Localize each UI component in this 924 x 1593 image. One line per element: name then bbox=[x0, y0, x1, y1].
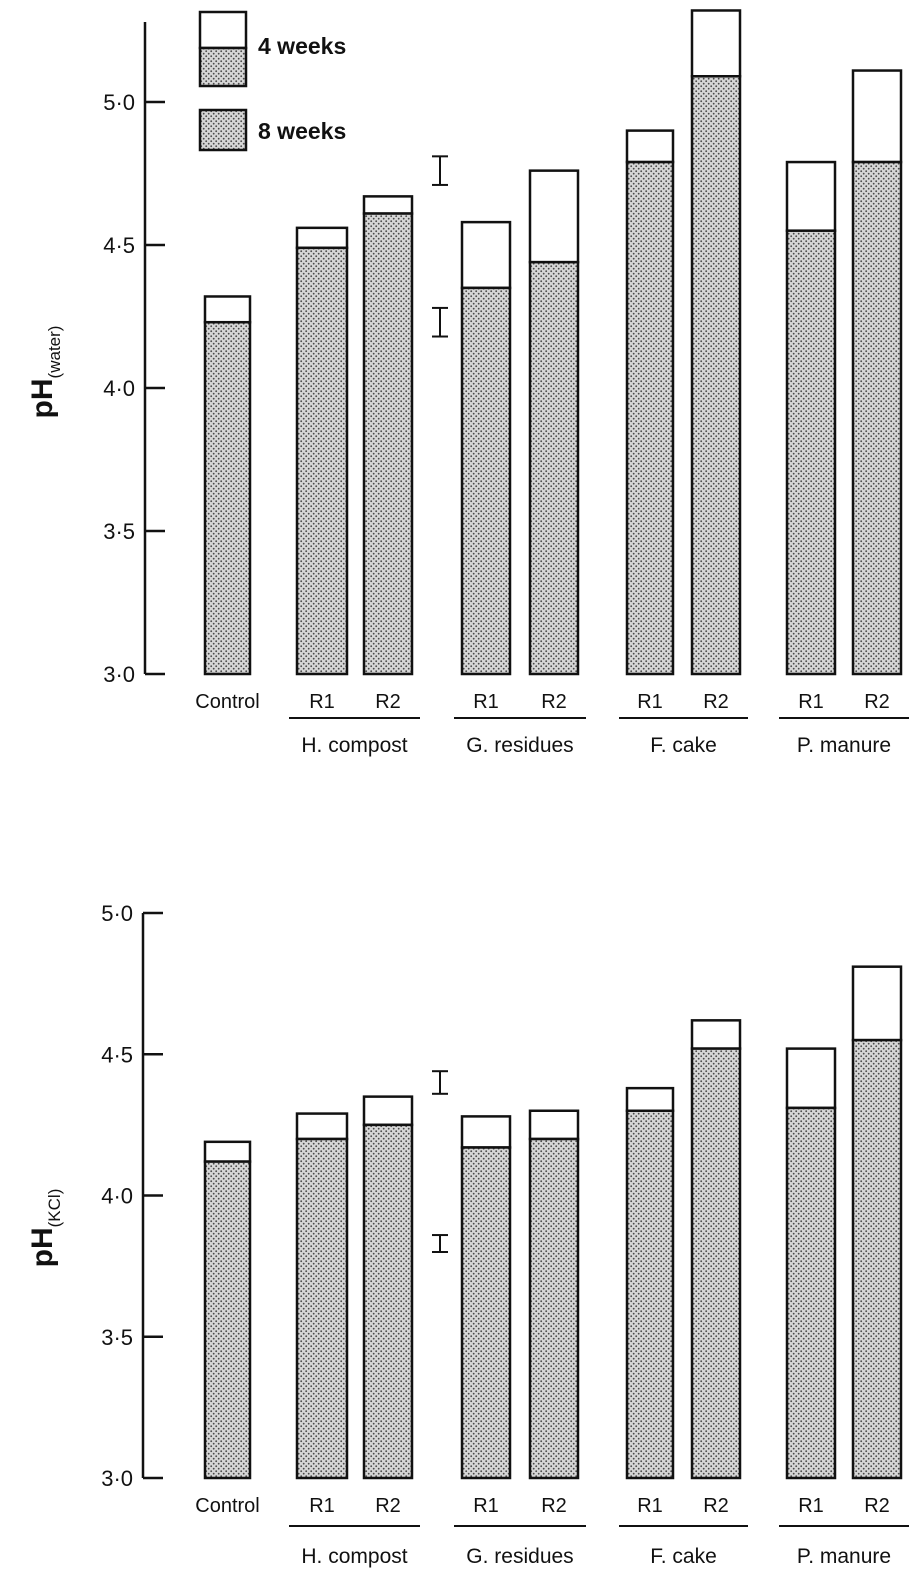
y-tick-label: 4·0 bbox=[101, 1184, 133, 1209]
bar-8-weeks bbox=[690, 75, 742, 676]
y-tick-label: 5·0 bbox=[103, 90, 135, 115]
legend: 4 weeks 8 weeks bbox=[198, 10, 346, 152]
y-tick-label: 3·0 bbox=[103, 662, 135, 687]
legend-swatch-8-weeks bbox=[198, 108, 248, 152]
chart-ph-water: pH(water) 3·0 3·5 4·0 4·5 5·0 Control R1 R2 R1 R2… bbox=[26, 9, 909, 757]
bar-8-weeks bbox=[690, 1047, 742, 1480]
y-axis-label-water: pH(water) bbox=[26, 326, 64, 419]
group-label: H. compost bbox=[301, 1545, 407, 1568]
y-axis-label-main: pH bbox=[26, 1227, 59, 1267]
category-label: R1 bbox=[309, 691, 335, 713]
bar-4-weeks bbox=[528, 169, 580, 264]
bar-8-weeks bbox=[295, 1137, 349, 1480]
bar-4-weeks bbox=[362, 195, 414, 215]
bar-4-weeks bbox=[851, 69, 903, 164]
category-label: R1 bbox=[473, 1495, 499, 1517]
category-label: R1 bbox=[637, 691, 663, 713]
bar-4-weeks bbox=[203, 295, 252, 324]
bar-8-weeks bbox=[528, 1137, 580, 1480]
category-label: R2 bbox=[703, 1495, 729, 1517]
y-axis-label-kcl: pH(KCl) bbox=[26, 1189, 64, 1268]
bar-4-weeks bbox=[460, 220, 512, 290]
group-label: P. manure bbox=[797, 734, 891, 757]
bar-4-weeks bbox=[528, 1109, 580, 1141]
legend-swatch-4-weeks-stippled bbox=[198, 46, 248, 88]
bar-8-weeks bbox=[785, 229, 837, 676]
category-label: R2 bbox=[375, 1495, 401, 1517]
bar-8-weeks bbox=[785, 1106, 837, 1480]
bar-4-weeks bbox=[625, 129, 675, 164]
y-tick-label: 5·0 bbox=[101, 901, 133, 926]
bar-4-weeks bbox=[690, 1019, 742, 1050]
legend-label-4-weeks: 4 weeks bbox=[258, 33, 346, 59]
bar-4-weeks bbox=[851, 965, 903, 1042]
bar-8-weeks bbox=[625, 1109, 675, 1480]
group-label: P. manure bbox=[797, 1545, 891, 1568]
y-axis-label-main: pH bbox=[26, 378, 59, 418]
group-label: G. residues bbox=[466, 1545, 573, 1568]
bar-4-weeks bbox=[203, 1140, 252, 1163]
group-label: G. residues bbox=[466, 734, 573, 757]
category-label: R1 bbox=[798, 691, 824, 713]
bar-8-weeks bbox=[460, 286, 512, 676]
y-tick-label: 4·5 bbox=[101, 1042, 133, 1067]
bar-8-weeks bbox=[528, 260, 580, 676]
bar-4-weeks bbox=[785, 160, 837, 232]
category-label: Control bbox=[195, 691, 259, 713]
bar-8-weeks bbox=[362, 212, 414, 676]
category-label: R1 bbox=[309, 1495, 335, 1517]
category-label: R1 bbox=[473, 691, 499, 713]
category-label: R1 bbox=[798, 1495, 824, 1517]
y-tick-label: 3·5 bbox=[101, 1325, 133, 1350]
category-label: R2 bbox=[864, 1495, 890, 1517]
legend-label-8-weeks: 8 weeks bbox=[258, 118, 346, 144]
bar-8-weeks bbox=[295, 246, 349, 676]
bar-4-weeks bbox=[460, 1115, 512, 1149]
category-label: R2 bbox=[703, 691, 729, 713]
category-label: R1 bbox=[637, 1495, 663, 1517]
group-label: F. cake bbox=[650, 1545, 717, 1568]
group-label: H. compost bbox=[301, 734, 407, 757]
category-label: R2 bbox=[541, 691, 567, 713]
bar-8-weeks bbox=[851, 1038, 903, 1480]
bar-4-weeks bbox=[785, 1047, 837, 1110]
y-axis-label-sub: (KCl) bbox=[45, 1189, 64, 1228]
bar-8-weeks bbox=[203, 320, 252, 676]
category-label: R2 bbox=[864, 691, 890, 713]
bar-4-weeks bbox=[690, 9, 742, 78]
y-axis-label-sub: (water) bbox=[45, 326, 64, 379]
category-label: R2 bbox=[541, 1495, 567, 1517]
category-label: R2 bbox=[375, 691, 401, 713]
group-label: F. cake bbox=[650, 734, 717, 757]
bar-4-weeks bbox=[295, 1112, 349, 1141]
y-tick-label: 3·5 bbox=[103, 519, 135, 544]
chart-ph-kcl: pH(KCl) 3·0 3·5 4·0 4·5 5·0 Control R1 R2 R1 R2 R1… bbox=[26, 901, 909, 1568]
bar-8-weeks bbox=[625, 160, 675, 676]
bar-4-weeks bbox=[362, 1095, 414, 1127]
bar-4-weeks bbox=[295, 226, 349, 250]
legend-swatch-4-weeks-open bbox=[198, 10, 248, 50]
bar-8-weeks bbox=[203, 1160, 252, 1480]
y-tick-label: 3·0 bbox=[101, 1466, 133, 1491]
y-tick-label: 4·0 bbox=[103, 376, 135, 401]
bar-8-weeks bbox=[851, 160, 903, 676]
bar-8-weeks bbox=[460, 1146, 512, 1480]
bar-4-weeks bbox=[625, 1086, 675, 1113]
category-label: Control bbox=[195, 1495, 259, 1517]
bar-8-weeks bbox=[362, 1123, 414, 1480]
y-tick-label: 4·5 bbox=[103, 233, 135, 258]
